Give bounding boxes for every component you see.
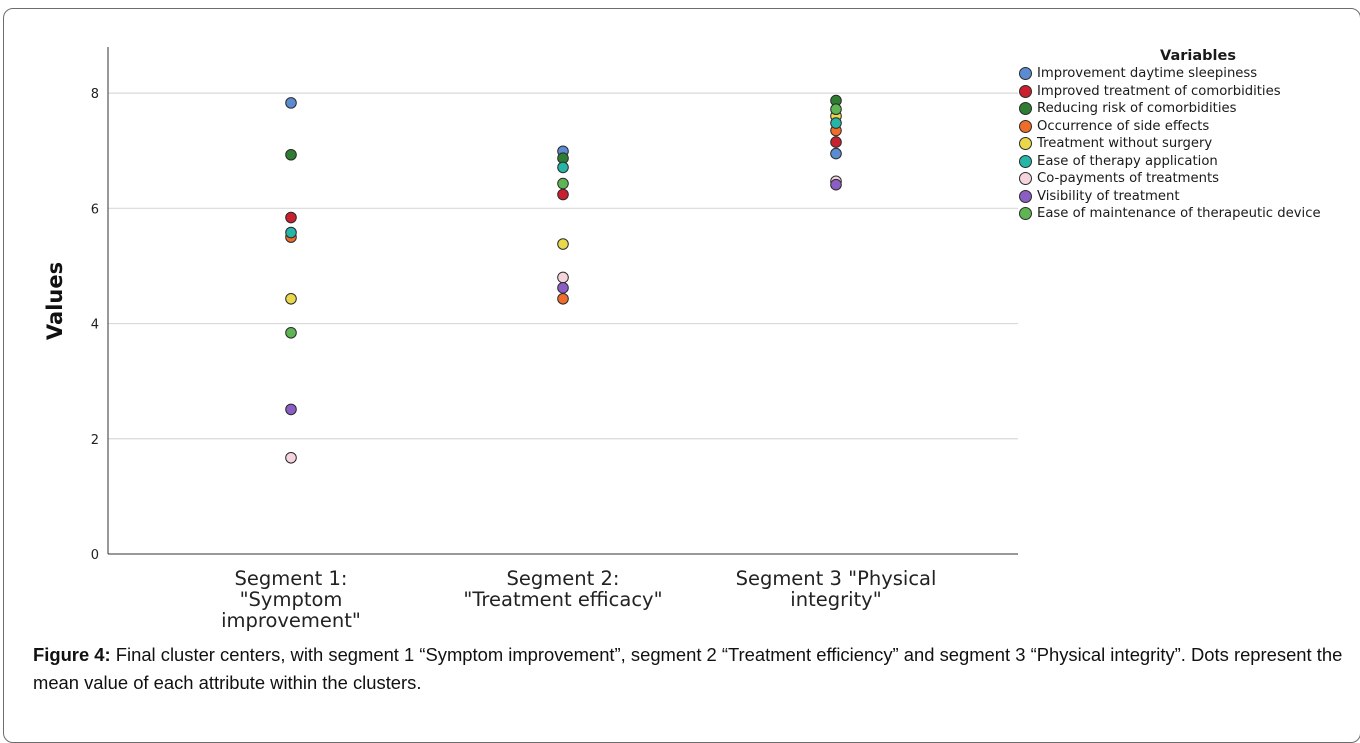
legend-label: Improvement daytime sleepiness [1037,66,1258,81]
legend-label: Co-payments of treatments [1037,171,1220,186]
legend-item: Improvement daytime sleepiness [1016,66,1356,82]
caption-label: Figure 4: [33,644,111,665]
legend: Variables Improvement daytime sleepiness… [1016,48,1356,224]
data-point [557,292,569,305]
data-point [557,238,569,250]
x-tick-label: Segment 2: "Treatment efficacy" [463,567,662,611]
legend-swatch [1019,154,1032,168]
data-point [285,148,297,161]
legend-label: Treatment without surgery [1037,136,1213,151]
data-point [830,117,842,129]
legend-label: Ease of therapy application [1037,153,1218,169]
x-tick-label: Segment 1: "Symptom improvement" [221,567,361,632]
data-points [285,94,842,464]
legend-swatch [1019,119,1032,133]
y-tick-label: 4 [91,318,99,333]
caption-text: Final cluster centers, with segment 1 “S… [33,644,1343,693]
legend-label: Reducing risk of comorbidities [1037,101,1237,116]
legend-swatch [1019,172,1032,185]
legend-item: Reducing risk of comorbidities [1016,101,1356,117]
y-tick-label: 2 [91,433,99,448]
legend-swatch [1019,67,1032,80]
legend-item: Ease of maintenance of therapeutic devic… [1016,206,1356,222]
data-point [285,292,297,305]
legend-label: Ease of maintenance of therapeutic devic… [1037,206,1321,221]
data-point [557,271,569,284]
x-tick-label: Segment 3 "Physical integrity" [736,567,937,611]
legend-item: Occurrence of side effects [1016,119,1356,135]
data-point [557,161,569,174]
data-point [285,226,297,239]
legend-swatch [1019,102,1032,115]
data-point [557,177,569,190]
legend-item: Treatment without surgery [1016,136,1356,152]
legend-swatch [1019,137,1032,150]
data-point [830,103,842,116]
y-tick-label: 8 [91,87,99,102]
x-tick-labels: Segment 1: "Symptom improvement" Segment 2:… [221,567,936,632]
data-point [285,403,297,416]
legend-item: Ease of therapy application [1016,154,1356,170]
legend-title: Variables [1160,48,1236,64]
y-tick-label: 0 [91,548,99,563]
data-point [285,211,297,224]
data-point [557,282,569,294]
data-point [285,97,297,109]
data-point [285,451,297,464]
y-axis-title: Values [43,262,67,340]
figure-frame [3,8,1360,743]
legend-items: Improvement daytime sleepiness Improved t… [1016,66,1356,222]
data-point [830,178,842,191]
legend-item: Co-payments of treatments [1016,171,1356,187]
data-point [830,136,842,148]
legend-item: Improved treatment of comorbidities [1016,84,1356,100]
legend-swatch [1019,84,1032,98]
legend-swatch [1019,189,1032,203]
data-point [285,326,297,339]
figure-caption: Figure 4: Final cluster centers, with se… [33,641,1353,697]
data-point [557,188,569,201]
legend-swatch [1019,207,1032,220]
legend-label: Occurrence of side effects [1037,118,1210,134]
legend-label: Improved treatment of comorbidities [1037,83,1281,99]
legend-label: Visibility of treatment [1037,188,1180,204]
y-tick-labels: 0 2 4 6 8 [91,87,99,563]
legend-item: Visibility of treatment [1016,189,1356,205]
y-tick-label: 6 [91,202,99,217]
grid-lines [108,92,1018,440]
data-point [830,147,842,160]
